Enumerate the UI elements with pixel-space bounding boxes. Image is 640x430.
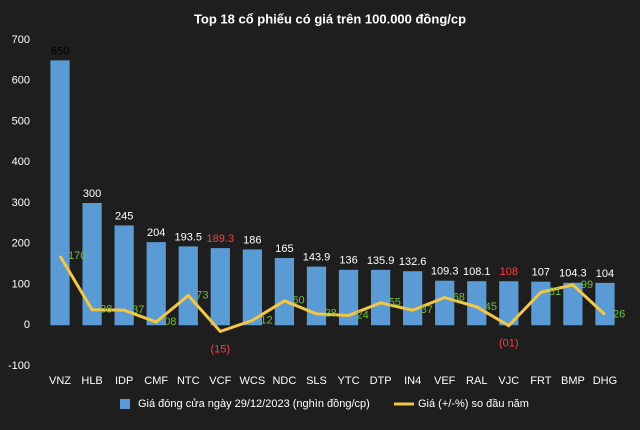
legend-swatch: [120, 399, 130, 409]
bar-value-label: 143.9: [303, 252, 331, 264]
bar-value-label: 650: [51, 45, 69, 57]
bar-value-label: 132.6: [399, 256, 427, 268]
bar-value-label: 104.3: [559, 268, 587, 280]
bar-value-label: 186: [243, 234, 261, 246]
line-value-label: 45: [485, 301, 497, 313]
y-tick-label: 400: [12, 156, 30, 168]
y-tick-label: 200: [12, 238, 30, 250]
bar: [338, 269, 359, 326]
x-tick-label: SLS: [306, 375, 327, 387]
legend-label: Giá (+/-%) so đầu năm: [418, 398, 529, 410]
bar-value-label: 204: [147, 227, 165, 239]
bar-value-label: 107: [532, 267, 550, 279]
line-value-label: 38: [100, 304, 112, 316]
x-tick-label: RAL: [466, 375, 487, 387]
line-value-label: 37: [421, 304, 433, 316]
bar-value-label: 109.3: [431, 266, 459, 278]
bar-value-label: 135.9: [367, 255, 395, 267]
legend-label: Giá đóng cửa ngày 29/12/2023 (nghìn đồng…: [138, 398, 370, 410]
bar-value-label: 108.1: [463, 266, 491, 278]
line-value-label: 26: [613, 309, 625, 321]
x-tick-label: DTP: [370, 375, 392, 387]
line-value-label: 81: [549, 286, 561, 298]
x-tick-label: WCS: [240, 375, 266, 387]
bar: [403, 271, 423, 326]
line-value-label: (15): [211, 343, 231, 355]
bar: [595, 282, 615, 326]
x-tick-label: VNZ: [49, 375, 71, 387]
bar: [210, 248, 230, 326]
line-value-label: 170: [68, 250, 86, 262]
bar: [435, 280, 455, 326]
line-value-label: 73: [196, 289, 208, 301]
x-tick-label: VEF: [434, 375, 456, 387]
bar: [274, 258, 295, 326]
x-tick-label: NTC: [177, 375, 200, 387]
bar-value-label: 300: [83, 188, 101, 200]
x-tick-label: NDC: [272, 375, 296, 387]
line-value-label: 24: [357, 309, 369, 321]
x-tick-label: CMF: [144, 375, 168, 387]
x-tick-label: HLB: [81, 375, 102, 387]
line-value-label: 37: [132, 304, 144, 316]
bar-value-label: 189.3: [207, 233, 235, 245]
bar-value-label: 104: [596, 268, 614, 280]
y-tick-label: 0: [24, 319, 30, 331]
y-tick-label: 700: [12, 34, 30, 46]
y-tick-label: 600: [12, 75, 30, 87]
x-tick-label: VCF: [209, 375, 231, 387]
y-tick-label: 500: [12, 115, 30, 127]
x-tick-label: BMP: [561, 375, 585, 387]
bar: [467, 281, 487, 326]
x-tick-label: YTC: [338, 375, 360, 387]
line-value-label: 08: [164, 316, 176, 328]
bar-value-label: 165: [275, 243, 293, 255]
x-tick-label: DHG: [593, 375, 617, 387]
bar: [563, 282, 583, 326]
line-value-label: 28: [324, 308, 336, 320]
x-tick-label: FRT: [530, 375, 551, 387]
bar: [370, 269, 391, 326]
line-value-label: 99: [581, 279, 593, 291]
bar-value-label: 108: [500, 266, 518, 278]
x-tick-label: VJC: [498, 375, 519, 387]
y-tick-label: -100: [8, 360, 30, 372]
bar: [50, 60, 70, 326]
bar: [114, 225, 134, 326]
bar: [531, 281, 551, 326]
line-value-label: 55: [389, 297, 401, 309]
line-value-label: 68: [453, 291, 465, 303]
line-value-label: 12: [260, 314, 272, 326]
bar: [306, 266, 327, 326]
chart-title: Top 18 cổ phiếu có giá trên 100.000 đồng…: [194, 11, 466, 26]
x-tick-label: IN4: [404, 375, 421, 387]
bar-value-label: 193.5: [174, 231, 202, 243]
bar: [82, 203, 102, 326]
bar: [178, 246, 198, 326]
line-value-label: 60: [292, 295, 304, 307]
x-tick-label: IDP: [115, 375, 133, 387]
line-value-label: (01): [499, 338, 519, 350]
y-tick-label: 100: [12, 278, 30, 290]
bar: [242, 249, 262, 326]
bar: [499, 281, 519, 326]
line: [58, 255, 606, 334]
bar-value-label: 245: [115, 210, 133, 222]
bar: [146, 242, 166, 326]
y-tick-label: 300: [12, 197, 30, 209]
bar-value-label: 136: [339, 255, 357, 267]
